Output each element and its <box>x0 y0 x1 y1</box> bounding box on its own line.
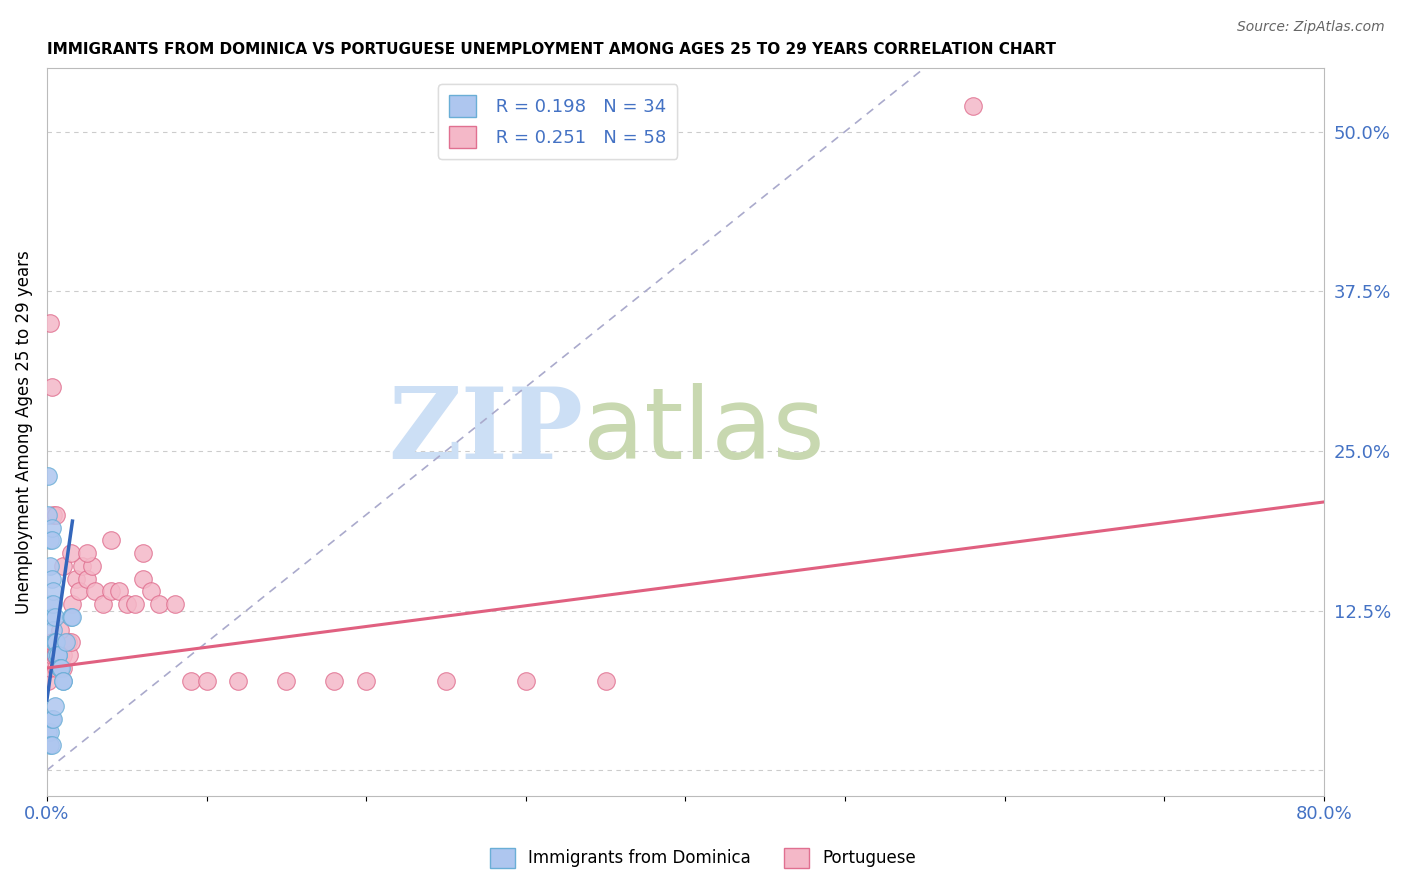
Point <box>107 584 129 599</box>
Point <box>46 648 69 663</box>
Point <box>45 648 67 663</box>
Point <box>44 635 66 649</box>
Point <box>100 584 122 599</box>
Point <box>48 623 70 637</box>
Point <box>46 648 69 663</box>
Point <box>44 648 66 663</box>
Point <box>41 635 63 649</box>
Point <box>124 597 146 611</box>
Point <box>42 597 65 611</box>
Point <box>323 673 346 688</box>
Point <box>195 673 218 688</box>
Point <box>115 597 138 611</box>
Point <box>51 661 73 675</box>
Point <box>41 572 63 586</box>
Point <box>39 558 62 573</box>
Point <box>59 546 82 560</box>
Point <box>42 623 65 637</box>
Point <box>100 533 122 548</box>
Point <box>44 635 66 649</box>
Point <box>37 725 59 739</box>
Point <box>62 610 84 624</box>
Point <box>76 572 98 586</box>
Point <box>62 597 84 611</box>
Point <box>148 597 170 611</box>
Point <box>131 572 153 586</box>
Point <box>515 673 537 688</box>
Point <box>65 572 87 586</box>
Point <box>52 673 75 688</box>
Point <box>45 635 67 649</box>
Point <box>46 648 69 663</box>
Point <box>52 558 75 573</box>
Point <box>44 610 66 624</box>
Point <box>48 661 70 675</box>
Point <box>44 648 66 663</box>
Point <box>91 597 114 611</box>
Point <box>51 661 73 675</box>
Point <box>41 738 63 752</box>
Point <box>131 546 153 560</box>
Point <box>46 648 69 663</box>
Point <box>180 673 202 688</box>
Point <box>41 610 63 624</box>
Point <box>37 508 59 522</box>
Point <box>42 712 65 726</box>
Point <box>70 558 93 573</box>
Point <box>45 648 67 663</box>
Point <box>42 584 65 599</box>
Point <box>41 380 63 394</box>
Point <box>962 99 984 113</box>
Point <box>55 635 77 649</box>
Text: atlas: atlas <box>583 384 825 480</box>
Point <box>80 558 103 573</box>
Point <box>58 648 80 663</box>
Point <box>48 661 70 675</box>
Point <box>354 673 377 688</box>
Point <box>595 673 617 688</box>
Point <box>56 635 79 649</box>
Point <box>83 584 105 599</box>
Point <box>39 738 62 752</box>
Point <box>45 661 67 675</box>
Point <box>59 635 82 649</box>
Point <box>39 533 62 548</box>
Point <box>76 546 98 560</box>
Point <box>163 597 186 611</box>
Point <box>276 673 298 688</box>
Point <box>41 520 63 534</box>
Point <box>39 316 62 330</box>
Point <box>41 533 63 548</box>
Text: Source: ZipAtlas.com: Source: ZipAtlas.com <box>1237 20 1385 34</box>
Point <box>45 508 67 522</box>
Point <box>42 508 65 522</box>
Point <box>48 648 70 663</box>
Point <box>37 673 59 688</box>
Point <box>39 725 62 739</box>
Point <box>42 635 65 649</box>
Y-axis label: Unemployment Among Ages 25 to 29 years: Unemployment Among Ages 25 to 29 years <box>15 250 32 614</box>
Point <box>52 673 75 688</box>
Point <box>48 648 70 663</box>
Point <box>39 661 62 675</box>
Point <box>44 699 66 714</box>
Point <box>39 597 62 611</box>
Point <box>55 635 77 649</box>
Point <box>228 673 250 688</box>
Point <box>67 584 90 599</box>
Point <box>59 610 82 624</box>
Point <box>51 661 73 675</box>
Point <box>52 648 75 663</box>
Point <box>37 469 59 483</box>
Legend: Immigrants from Dominica, Portuguese: Immigrants from Dominica, Portuguese <box>484 841 922 875</box>
Point <box>53 635 76 649</box>
Point <box>139 584 162 599</box>
Point <box>41 712 63 726</box>
Point <box>434 673 457 688</box>
Text: IMMIGRANTS FROM DOMINICA VS PORTUGUESE UNEMPLOYMENT AMONG AGES 25 TO 29 YEARS CO: IMMIGRANTS FROM DOMINICA VS PORTUGUESE U… <box>46 42 1056 57</box>
Point <box>52 661 75 675</box>
Text: ZIP: ZIP <box>388 384 583 480</box>
Legend:  R = 0.198   N = 34,  R = 0.251   N = 58: R = 0.198 N = 34, R = 0.251 N = 58 <box>439 84 678 159</box>
Point <box>41 648 63 663</box>
